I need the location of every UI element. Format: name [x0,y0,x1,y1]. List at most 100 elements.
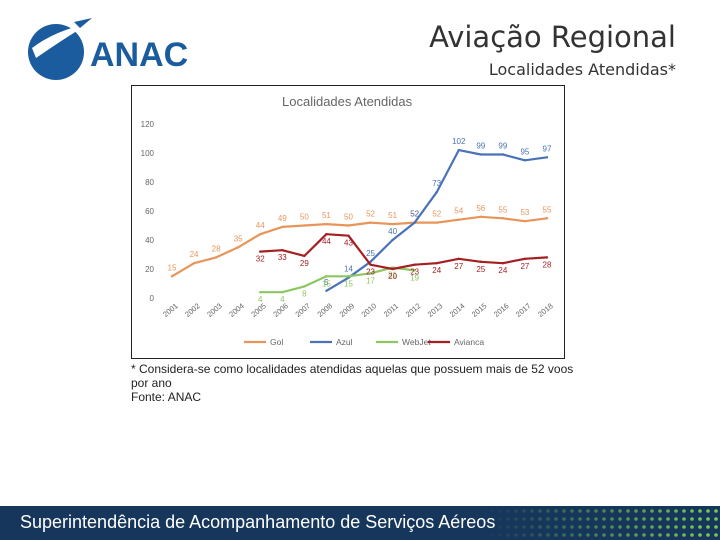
footer-dot [674,525,678,529]
footer-dot [554,525,558,529]
data-label: 15 [344,279,353,288]
data-label: 50 [300,213,309,222]
footer-dot [626,533,630,537]
data-point-azul [413,221,416,224]
data-point-gol [303,224,306,227]
data-point-gol [501,217,505,220]
y-tick-label: 120 [141,120,155,129]
footer-dot [538,509,542,513]
data-point-gol [170,275,174,278]
footer-dot [522,525,526,529]
x-tick-label: 2016 [492,301,511,319]
footer-dot [602,509,606,513]
footer-dot [570,533,574,537]
footer-dot [706,517,710,521]
data-label: 33 [278,253,287,262]
footer-dot [682,533,686,537]
data-label: 99 [476,141,485,150]
data-label: 52 [432,210,441,219]
data-label: 43 [344,239,353,248]
data-label: 51 [388,211,397,220]
footer-dot [530,533,534,537]
footer-dot [634,509,638,513]
data-label: 51 [322,211,331,220]
footer-dot [594,533,598,537]
data-label: 52 [410,210,419,219]
data-label: 4 [280,295,285,304]
data-point-azul [391,238,394,242]
y-tick-label: 80 [145,178,154,187]
data-point-gol [545,217,549,220]
x-tick-label: 2009 [338,301,357,319]
footer-dot [618,533,622,537]
y-tick-label: 40 [145,236,154,245]
data-label: 29 [300,259,309,268]
series-line-gol [171,215,548,278]
footer-dot [698,509,702,513]
y-tick-label: 0 [150,294,155,303]
footer-dot [586,509,590,513]
x-tick-label: 2001 [161,301,180,319]
footer-dot [690,509,694,513]
data-label: 28 [543,260,552,269]
data-point-avianca [435,262,438,265]
y-tick-label: 20 [145,265,154,274]
legend-label: Gol [270,337,283,347]
footer-dot [626,525,630,529]
footer-dot [578,525,582,529]
footer-dot [714,509,718,513]
footer-dot [506,517,510,521]
data-label: 97 [543,144,552,153]
footer-dot [658,517,662,521]
data-point-avianca [545,256,549,259]
footer-dot [642,525,646,529]
footer-dot [498,509,502,513]
data-label: 23 [366,268,375,277]
footer-dot [586,533,590,537]
footer-dot [554,517,558,521]
data-point-gol [457,218,460,221]
footer-dot [490,533,494,537]
footer-dot [522,533,526,537]
data-point-avianca [413,263,416,266]
data-label: 55 [498,205,507,214]
data-point-avianca [281,248,284,252]
data-point-azul [435,190,438,194]
footer-dot [610,533,614,537]
data-point-webjet [281,291,284,294]
footer-dot [602,533,606,537]
data-point-webjet [413,269,416,272]
footer-dot [482,525,486,529]
data-label: 24 [190,250,199,259]
footer-dot [594,517,598,521]
chart-title: Localidades Atendidas [282,94,413,109]
footer-dot [650,533,654,537]
data-point-azul [479,153,483,156]
footer-dot [498,533,502,537]
series-line-avianca [260,233,548,271]
footer-dot [578,509,582,513]
footer-dot [698,525,702,529]
footer-dot [682,509,686,513]
x-tick-label: 2013 [426,301,445,319]
data-label: 55 [543,205,552,214]
data-label: 5 [324,278,329,287]
footer-dot [538,525,542,529]
x-tick-label: 2012 [404,301,423,319]
data-label: 14 [344,265,353,274]
data-point-azul [501,153,505,156]
data-point-gol [479,215,483,218]
data-point-avianca [501,262,505,265]
data-label: 4 [258,295,263,304]
y-tick-label: 60 [145,207,154,216]
footer-dot [698,517,702,521]
y-tick-label: 100 [141,149,155,158]
footer-dot [666,525,670,529]
footer-dot [650,517,654,521]
footer-dot [618,517,622,521]
legend-label: Avianca [454,337,484,347]
footer-dot [562,525,566,529]
footer-dot [658,525,662,529]
x-tick-label: 2018 [536,301,555,319]
footer-dot [642,533,646,537]
